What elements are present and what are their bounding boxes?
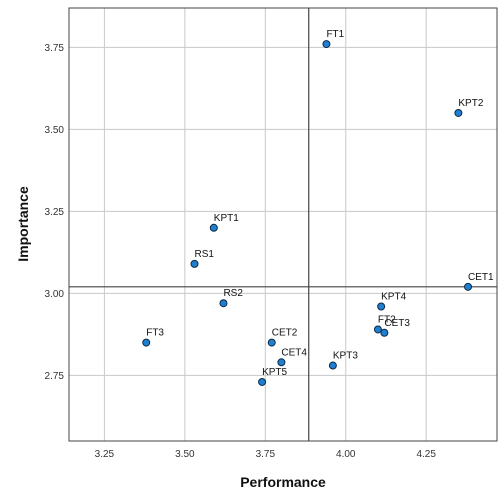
data-points bbox=[142, 40, 473, 386]
x-axis-title: Performance bbox=[240, 474, 326, 490]
x-tick-label: 3.75 bbox=[256, 449, 276, 460]
data-point bbox=[464, 282, 473, 291]
data-point bbox=[190, 259, 199, 268]
point-label: CET2 bbox=[272, 328, 298, 339]
y-tick-label: 3.75 bbox=[45, 43, 65, 54]
x-tick-label: 4.25 bbox=[416, 449, 436, 460]
point-label: FT3 bbox=[146, 328, 164, 339]
data-point bbox=[258, 377, 267, 386]
x-tick-labels: 3.25 3.50 3.75 4.00 4.25 bbox=[95, 449, 437, 460]
point-label: KPT3 bbox=[333, 351, 358, 362]
point-label: KPT1 bbox=[214, 213, 239, 224]
plot-frame bbox=[68, 7, 498, 442]
data-point bbox=[219, 299, 228, 308]
y-tick-label: 2.75 bbox=[45, 371, 65, 382]
y-tick-labels: 2.75 3.00 3.25 3.50 3.75 bbox=[45, 43, 65, 382]
point-label: KPT2 bbox=[458, 98, 483, 109]
point-label: CET1 bbox=[468, 272, 494, 283]
y-tick-label: 3.25 bbox=[45, 207, 65, 218]
data-point bbox=[373, 325, 382, 334]
x-tick-label: 3.50 bbox=[175, 449, 195, 460]
data-point bbox=[209, 223, 218, 232]
point-label: RS1 bbox=[195, 249, 215, 260]
data-point bbox=[142, 338, 151, 347]
plot-background bbox=[69, 8, 497, 441]
point-label: FT1 bbox=[326, 29, 344, 40]
data-point bbox=[267, 338, 276, 347]
y-tick-label: 3.00 bbox=[45, 289, 65, 300]
data-point bbox=[328, 361, 337, 370]
point-label: CET4 bbox=[281, 347, 307, 358]
point-label: KPT4 bbox=[381, 292, 406, 303]
point-label: RS2 bbox=[223, 288, 243, 299]
data-point bbox=[380, 328, 389, 337]
data-point bbox=[454, 108, 463, 117]
x-tick-label: 4.00 bbox=[336, 449, 356, 460]
point-label: CET3 bbox=[384, 318, 410, 329]
point-label: KPT5 bbox=[262, 367, 287, 378]
y-tick-label: 3.50 bbox=[45, 125, 65, 136]
data-point bbox=[322, 40, 331, 49]
grid-lines bbox=[69, 8, 497, 441]
x-tick-label: 3.25 bbox=[95, 449, 115, 460]
data-point bbox=[277, 358, 286, 367]
data-point bbox=[377, 302, 386, 311]
y-axis-title: Importance bbox=[15, 186, 31, 262]
reference-lines bbox=[69, 8, 497, 441]
point-label: FT2 bbox=[378, 314, 396, 325]
